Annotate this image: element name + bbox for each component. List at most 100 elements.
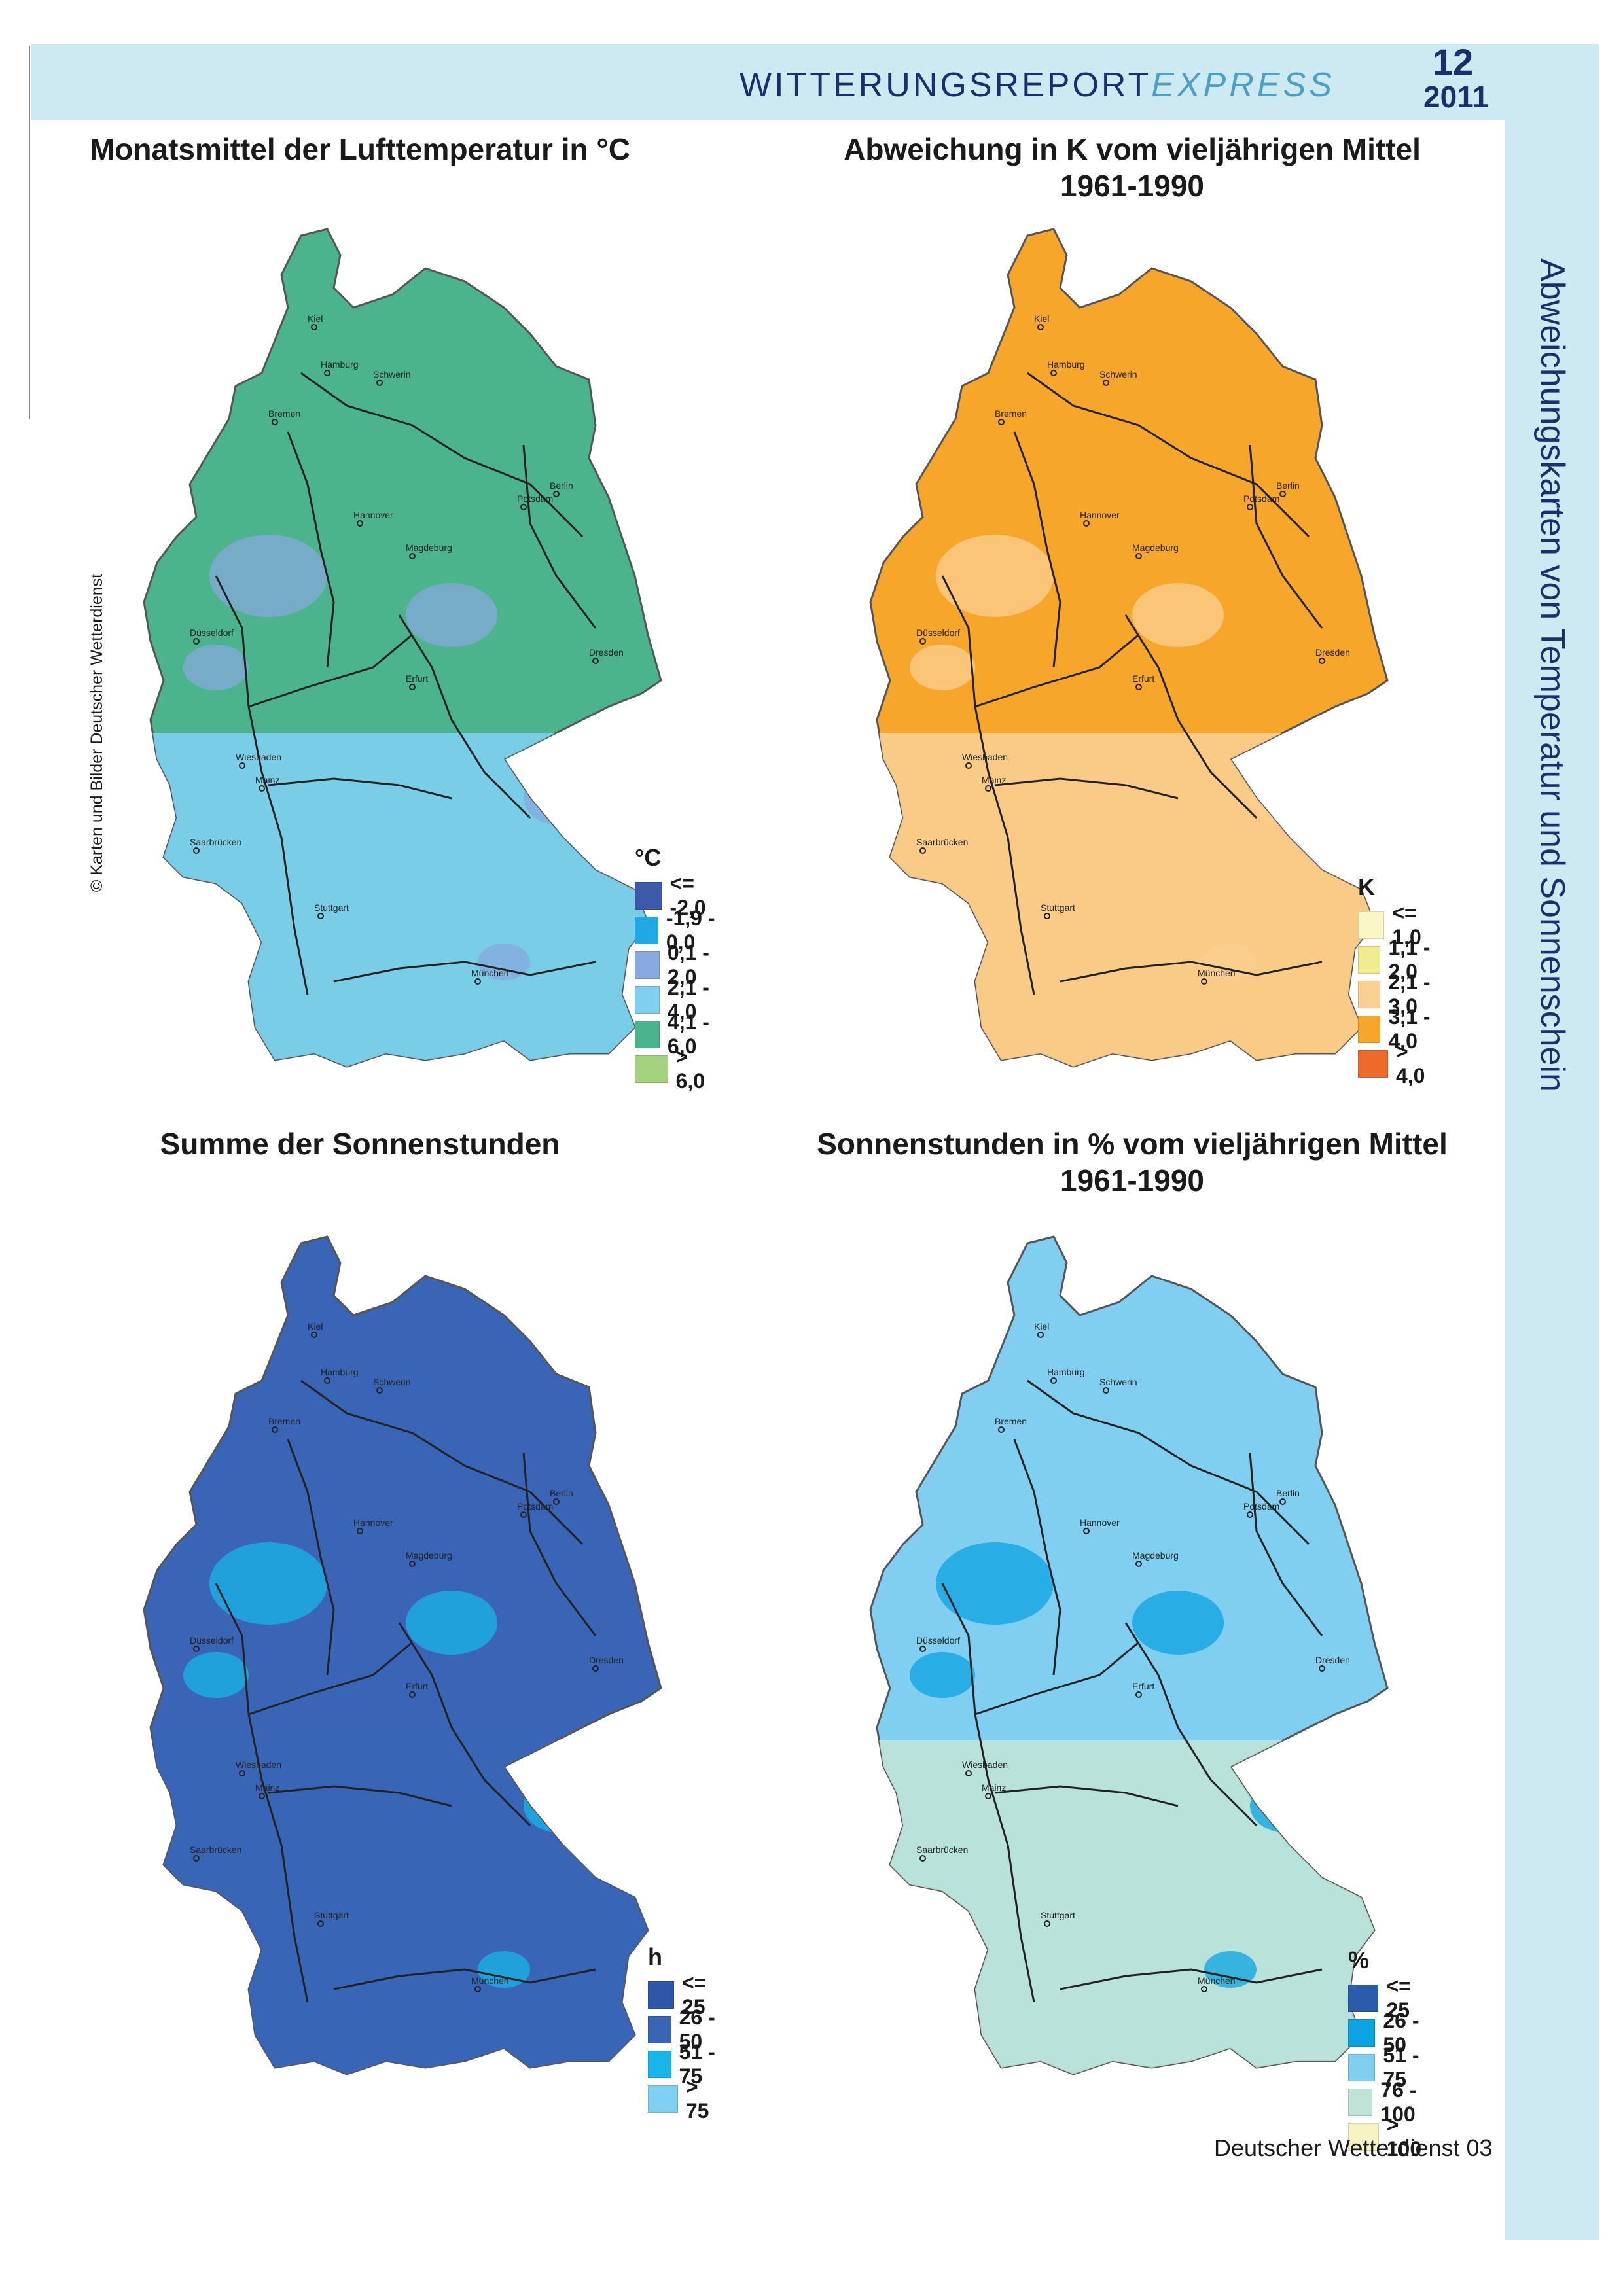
- city-marker: [357, 1528, 363, 1534]
- river-line: [398, 1622, 531, 1827]
- footer-text: Deutscher Wetterdienst 03: [1214, 2134, 1493, 2161]
- legend-unit: K: [1358, 874, 1375, 900]
- city-label: Hannover: [1080, 510, 1120, 520]
- legend-label: <= 25: [1386, 1973, 1411, 2022]
- river-line: [398, 614, 531, 819]
- side-title: Abweichungskarten von Temperatur und Son…: [1533, 258, 1571, 1092]
- germany-map: Kiel Hamburg Schwerin Bremen Berlin Potsdam Ha…: [864, 1217, 1407, 2107]
- left-rule: [29, 46, 30, 419]
- city-label: Dresden: [589, 1655, 624, 1665]
- city-marker: [1319, 658, 1325, 664]
- legend-label: -1,9 - 0,0: [666, 906, 715, 954]
- city-label: Stuttgart: [1041, 902, 1075, 913]
- city-marker: [259, 1793, 265, 1799]
- river-line: [522, 1452, 597, 1636]
- city-label: Schwerin: [373, 369, 411, 380]
- legend-item: 51 - 75: [1348, 2043, 1429, 2091]
- city-label: Mainz: [982, 775, 1006, 785]
- city-marker: [965, 762, 972, 769]
- city-label: Kiel: [308, 1321, 323, 1332]
- city-marker: [1103, 380, 1109, 386]
- city-marker: [409, 1561, 416, 1567]
- river-line: [248, 633, 413, 708]
- legend-item: <= 25: [1348, 1974, 1429, 2022]
- city-marker: [357, 520, 363, 527]
- legend-swatch: [635, 1020, 660, 1048]
- map-patch: [406, 1591, 497, 1655]
- city-marker: [317, 913, 324, 919]
- city-marker: [1319, 1665, 1325, 1672]
- legend-unit: °C: [635, 844, 662, 871]
- city-label: Düsseldorf: [190, 1635, 234, 1646]
- river-line: [1124, 1622, 1258, 1827]
- city-marker: [193, 1646, 200, 1652]
- river-line: [1124, 614, 1258, 819]
- legend-label: 1,1 - 2,0: [1388, 935, 1431, 983]
- city-marker: [998, 1426, 1005, 1433]
- legend-swatch: [1348, 2088, 1373, 2116]
- legend-item: 3,1 - 4,0: [1358, 1005, 1433, 1053]
- map-patch: [1250, 771, 1329, 826]
- city-marker: [239, 762, 245, 769]
- city-marker: [1044, 1920, 1050, 1927]
- city-label: Düsseldorf: [916, 627, 960, 638]
- city-marker: [1135, 1561, 1142, 1567]
- legend-swatch: [1358, 945, 1381, 974]
- river-line: [300, 1379, 584, 1545]
- city-marker: [553, 1498, 560, 1505]
- germany-map: Kiel Hamburg Schwerin Bremen Berlin Potsdam Ha…: [864, 209, 1407, 1099]
- legend-swatch: [1348, 2019, 1376, 2047]
- legend-item: <= 25: [648, 1971, 718, 2019]
- legend-item: <= -2,0: [635, 872, 717, 919]
- city-label: Mainz: [255, 775, 279, 785]
- city-label: Dresden: [1315, 647, 1350, 658]
- legend-label: > 100: [1386, 2112, 1422, 2161]
- germany-map: Kiel Hamburg Schwerin Bremen Berlin Potsdam Ha…: [137, 209, 681, 1099]
- city-marker: [1103, 1387, 1109, 1394]
- city-marker: [919, 1646, 926, 1652]
- river-line: [974, 1641, 1139, 1716]
- legend-label: <= 25: [681, 1970, 707, 2019]
- legend-label: 4,1 - 6,0: [667, 1010, 709, 1058]
- city-marker: [409, 1691, 416, 1698]
- map-patch: [1250, 1778, 1329, 1833]
- legend-swatch: [1348, 2053, 1376, 2081]
- legend-item: > 6,0: [635, 1045, 717, 1093]
- city-marker: [193, 638, 200, 645]
- germany-outline-svg: Kiel Hamburg Schwerin Bremen Berlin Potsdam Ha…: [869, 1235, 1389, 2075]
- river-line: [287, 431, 335, 668]
- city-label: Schwerin: [1099, 369, 1137, 380]
- city-marker: [1044, 913, 1050, 919]
- city-label: Schwerin: [1099, 1377, 1137, 1387]
- map-legend: h <= 25 26 - 50 51 - 75 > 75: [648, 1943, 718, 2123]
- legend-label: 76 - 100: [1380, 2077, 1417, 2126]
- map-patch: [406, 583, 497, 647]
- map-patch: [183, 1652, 249, 1698]
- map-patch: [1132, 1591, 1224, 1655]
- city-label: Berlin: [550, 1488, 573, 1498]
- legend-swatch: [648, 2015, 671, 2043]
- river-line: [1060, 1968, 1323, 1990]
- city-label: Saarbrücken: [190, 1845, 241, 1855]
- legend-swatch: [1358, 911, 1385, 939]
- city-label: Hannover: [353, 1517, 393, 1528]
- city-label: Wiesbaden: [236, 752, 281, 762]
- city-label: Hamburg: [321, 1367, 359, 1377]
- city-label: Bremen: [268, 1416, 300, 1426]
- legend-unit: %: [1348, 1947, 1370, 1973]
- legend-swatch: [635, 951, 660, 979]
- map-title: Summe der Sonnenstunden: [0, 1125, 720, 1162]
- city-label: Berlin: [1276, 1488, 1300, 1498]
- map-title-line1: Abweichung in K vom vieljährigen Mittel: [844, 132, 1421, 166]
- city-marker: [409, 684, 416, 690]
- river-line: [994, 1785, 1179, 1807]
- legend-item: 26 - 50: [648, 2005, 718, 2053]
- city-label: Berlin: [1276, 480, 1300, 491]
- map-title: Monatsmittel der Lufttemperatur in °C: [0, 131, 720, 168]
- side-band: [1505, 120, 1599, 2240]
- city-marker: [985, 1793, 991, 1799]
- city-label: Wiesbaden: [962, 1759, 1008, 1770]
- city-label: Potsdam: [1243, 493, 1279, 504]
- germany-outline-svg: Kiel Hamburg Schwerin Bremen Berlin Potsdam Ha…: [143, 228, 662, 1068]
- legend-item: > 4,0: [1358, 1040, 1433, 1087]
